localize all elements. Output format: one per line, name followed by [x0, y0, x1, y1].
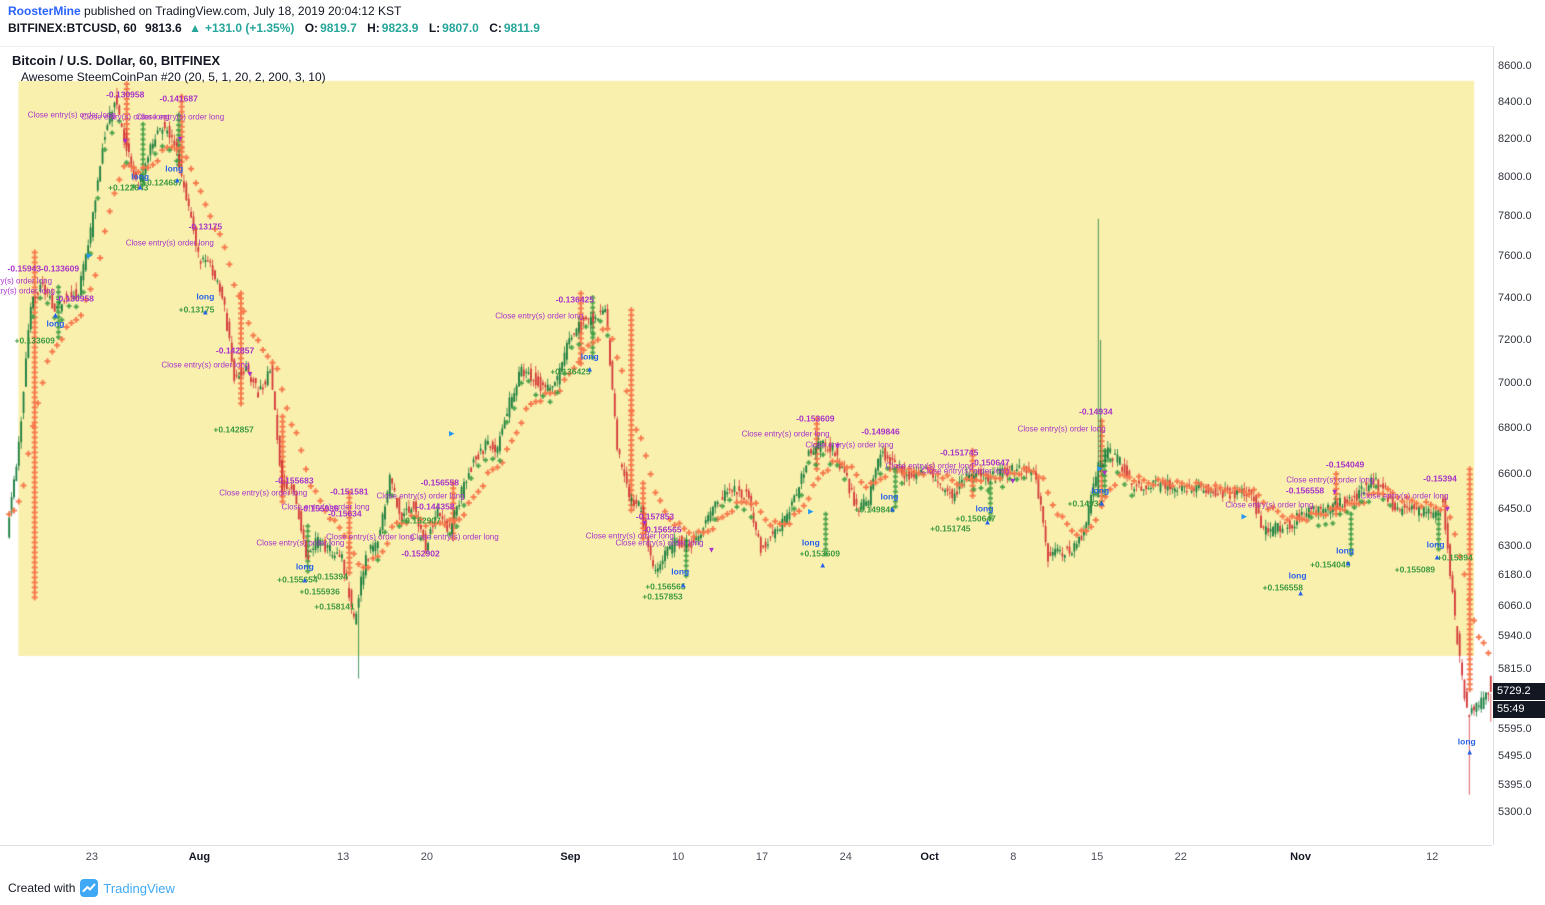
high-value: 9823.9	[381, 21, 419, 35]
low-label: L:	[428, 21, 441, 35]
price-axis-label: 5940.0	[1498, 630, 1532, 643]
time-axis-label: 12	[1426, 851, 1439, 863]
time-axis[interactable]: 23 Aug 13 20 Sep 10 17 24 Oct 8 15 22 Nov 12	[0, 845, 1492, 870]
price-axis[interactable]: 8600.0 8400.0 8200.0 8000.0 7800.0 7600.0 7400…	[1493, 46, 1545, 845]
tradingview-logo-icon[interactable]	[80, 879, 99, 897]
time-axis-label: Aug	[188, 851, 211, 863]
time-axis-label: Nov	[1290, 851, 1311, 863]
symbol-line: BITFINEX:BTCUSD, 60 9813.6 ▲ +131.0 (+1.3…	[8, 21, 540, 35]
close-label: C:	[489, 21, 502, 35]
close-value: 9811.9	[503, 21, 540, 35]
time-axis-label: 17	[755, 851, 769, 863]
price-axis-label: 7200.0	[1498, 333, 1532, 346]
time-axis-label: 13	[336, 851, 350, 863]
price-axis-label: 7400.0	[1498, 291, 1532, 304]
price-axis-label: 8200.0	[1498, 133, 1532, 146]
price-axis-label: 5495.0	[1498, 750, 1532, 763]
time-axis-label: 22	[1174, 851, 1187, 863]
time-axis-label: 24	[839, 851, 852, 863]
footer: Created with TradingView	[8, 879, 175, 897]
bar-countdown-badge: 55:49	[1493, 701, 1545, 719]
last-price-badge: 5729.2	[1493, 683, 1545, 701]
chart-top-border	[0, 46, 1545, 47]
time-axis-label: 20	[420, 851, 434, 863]
price-axis-label: 8400.0	[1498, 96, 1532, 109]
change-direction-icon: ▲	[189, 21, 201, 35]
chart-legend-strategy[interactable]: Awesome SteemCoinPan #20 (20, 5, 1, 20, …	[21, 70, 326, 84]
header-last-price: 9813.6	[145, 21, 182, 35]
price-axis-label: 5300.0	[1498, 806, 1532, 819]
price-axis-label: 8000.0	[1498, 171, 1532, 184]
price-axis-label: 7000.0	[1498, 377, 1532, 390]
symbol-name: BITFINEX:BTCUSD, 60	[8, 21, 137, 35]
price-axis-label: 8600.0	[1498, 59, 1532, 72]
price-axis-label: 5595.0	[1498, 722, 1532, 735]
price-axis-label: 7800.0	[1498, 210, 1532, 223]
open-label: O:	[304, 21, 319, 35]
publish-text: published on TradingView.com, July 18, 2…	[80, 4, 402, 18]
price-axis-label: 6180.0	[1498, 569, 1532, 582]
open-value: 9819.7	[320, 21, 357, 35]
time-axis-label: 15	[1090, 851, 1104, 863]
price-axis-label: 5815.0	[1498, 663, 1532, 676]
low-value: 9807.0	[442, 21, 479, 35]
author-link[interactable]: RoosterMine	[8, 4, 81, 18]
price-axis-label: 7600.0	[1498, 250, 1532, 263]
price-axis-label: 6800.0	[1498, 421, 1532, 434]
time-axis-label: Sep	[560, 851, 581, 863]
created-with-text: Created with	[8, 881, 76, 895]
price-axis-label: 6300.0	[1498, 539, 1532, 552]
price-axis-label: 5395.0	[1498, 778, 1532, 791]
price-axis-label: 6450.0	[1498, 503, 1532, 516]
price-axis-label: 6600.0	[1498, 467, 1532, 480]
time-axis-label: 23	[85, 851, 98, 863]
publish-line: RoosterMine published on TradingView.com…	[8, 4, 401, 18]
price-axis-label: 6060.0	[1498, 599, 1532, 612]
time-axis-label: Oct	[920, 851, 939, 863]
high-label: H:	[367, 21, 380, 35]
chart-legend-title[interactable]: Bitcoin / U.S. Dollar, 60, BITFINEX	[12, 53, 221, 68]
chart-legend: Bitcoin / U.S. Dollar, 60, BITFINEX Awes…	[12, 52, 326, 86]
tradingview-link[interactable]: TradingView	[103, 880, 175, 896]
price-change: +131.0 (+1.35%)	[204, 21, 295, 35]
time-axis-label: 8	[1010, 851, 1017, 863]
time-axis-label: 10	[672, 851, 685, 863]
